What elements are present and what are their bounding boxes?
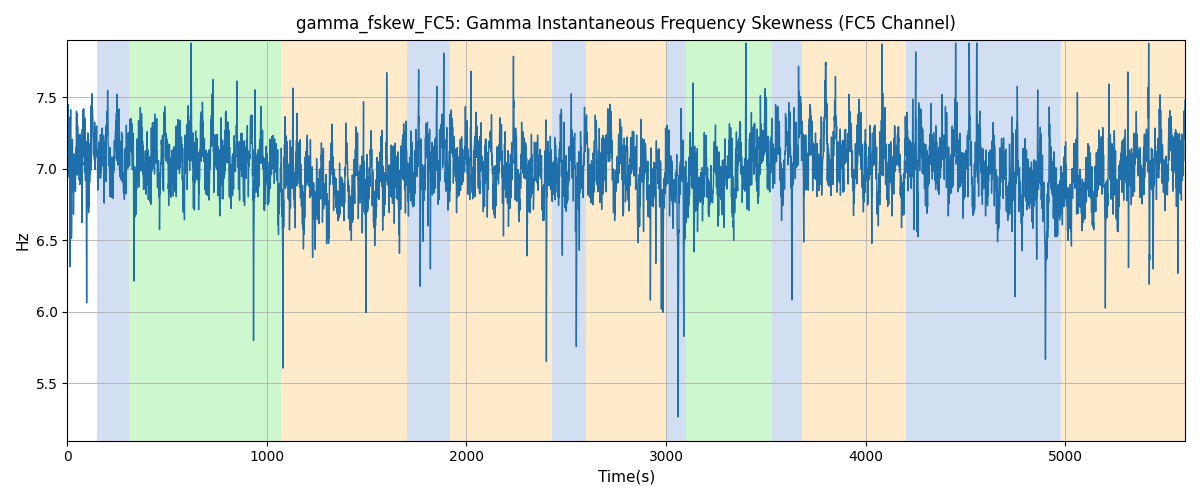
Bar: [407, 40, 450, 440]
Bar: [1099, 40, 1186, 440]
Bar: [906, 40, 931, 440]
Bar: [587, 40, 666, 440]
Bar: [97, 40, 130, 440]
Bar: [281, 40, 407, 440]
Bar: [450, 40, 552, 440]
X-axis label: Time(s): Time(s): [598, 470, 655, 485]
Title: gamma_fskew_FC5: Gamma Instantaneous Frequency Skewness (FC5 Channel): gamma_fskew_FC5: Gamma Instantaneous Fre…: [296, 15, 956, 34]
Y-axis label: Hz: Hz: [16, 230, 30, 250]
Bar: [686, 40, 772, 440]
Bar: [666, 40, 686, 440]
Bar: [802, 40, 906, 440]
Bar: [772, 40, 802, 440]
Bar: [552, 40, 587, 440]
Bar: [931, 40, 1061, 440]
Bar: [1061, 40, 1099, 440]
Bar: [130, 40, 281, 440]
